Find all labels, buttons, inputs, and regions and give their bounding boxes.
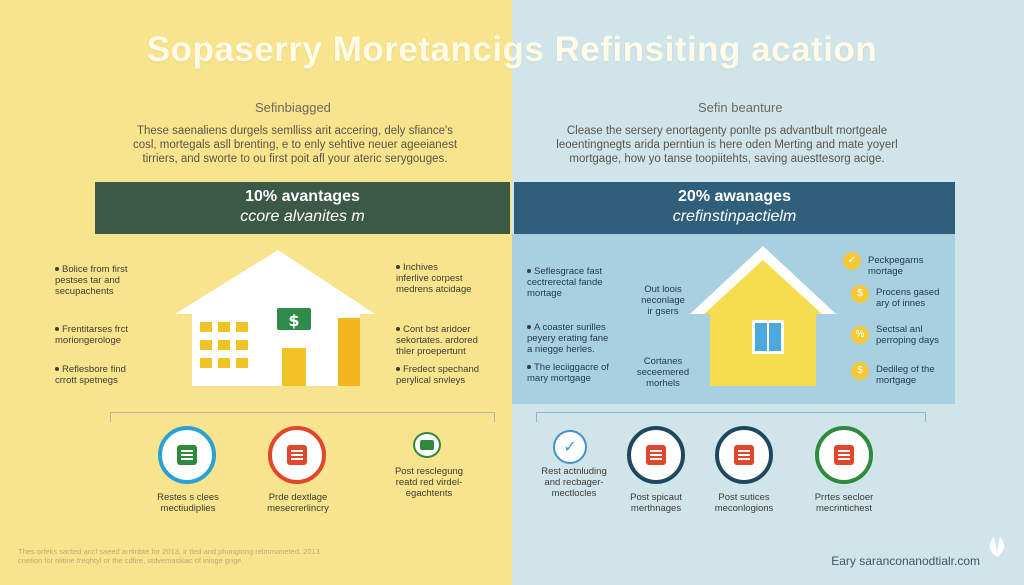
left-banner: 10% avantages ccore alvanites m xyxy=(95,182,510,234)
check-icon: ✓ xyxy=(843,252,861,270)
left-bracket xyxy=(110,412,495,422)
leaf-logo-icon xyxy=(989,537,1005,557)
left-intro: These saenaliens durgels semlliss arit a… xyxy=(132,125,458,165)
right-note-mid-1: Out loois neconlage ir gsers xyxy=(641,284,685,317)
right-house-roof xyxy=(704,260,822,314)
left-note-6: Fredect spechand perylical snvleys xyxy=(396,364,480,386)
right-note-4: Peckpegarns mortage xyxy=(868,255,924,277)
right-subhead: Sefin beanture xyxy=(698,100,783,115)
right-note-7: Dedileg of the mortgage xyxy=(876,364,935,386)
document-icon xyxy=(646,445,666,465)
right-house-window xyxy=(755,323,767,351)
left-subhead: Sefinbiagged xyxy=(255,100,331,115)
right-feature-circle-2 xyxy=(627,426,685,484)
left-house-illustration: $ xyxy=(175,250,375,386)
left-note-3: Reflesbore find crrott spetnegs xyxy=(55,364,126,386)
right-house-illustration xyxy=(690,246,836,386)
right-caption-4: Prrtes secloer mecrintichest xyxy=(814,492,874,514)
right-caption-2: Post spicaut merthnages xyxy=(630,492,682,514)
left-note-4: Inchives inferlive corpest medrens atcida… xyxy=(396,262,472,295)
left-banner-heading: 10% avantages xyxy=(245,188,360,205)
document-icon xyxy=(287,445,307,465)
right-note-2: A coaster surilles peyery erating fane a … xyxy=(527,322,609,355)
coin-icon: $ xyxy=(851,285,869,303)
right-banner: 20% awanages crefinstinpactielm xyxy=(514,182,955,234)
right-note-mid-2: Cortanes seceemered morhels xyxy=(636,356,690,389)
right-feature-circle-3 xyxy=(715,426,773,484)
left-banner-subheading: ccore alvanites m xyxy=(240,208,365,225)
left-house-body xyxy=(192,310,360,386)
right-note-6: Sectsal anl perroping days xyxy=(876,324,939,346)
page-title: Sopaserry Moretancigs Refinsiting acatio… xyxy=(146,30,878,69)
left-house-money-sign xyxy=(277,308,311,330)
right-banner-subheading: crefinstinpactielm xyxy=(672,208,797,225)
left-feature-circle-3 xyxy=(413,432,441,458)
right-caption-1: Rest actnluding and recbager-mectlocles xyxy=(541,466,607,499)
left-house-roof xyxy=(175,250,375,314)
right-bracket xyxy=(536,412,926,422)
svg-text:$: $ xyxy=(288,311,299,330)
left-caption-1: Restes s clees mectiudiplies xyxy=(157,492,219,514)
money-bill-icon xyxy=(420,440,434,450)
left-house-windows xyxy=(200,322,248,368)
left-caption-2: Prde dextlage mesecrerlincry xyxy=(267,492,329,514)
money-icon: $ xyxy=(851,362,869,380)
right-banner-heading: 20% awanages xyxy=(678,188,791,205)
footer-website[interactable]: Eary saranconanodtialr.com xyxy=(831,554,980,568)
right-note-1: Seflesgrace fast cectrerectal fande morta… xyxy=(527,266,603,299)
left-feature-circle-2 xyxy=(268,426,326,484)
left-caption-3: Post resclegung reatd red virdel-egachten… xyxy=(394,466,464,499)
left-house-door xyxy=(282,348,306,386)
right-intro: Clease the sersery enortagenty ponlte ps… xyxy=(556,125,898,165)
right-caption-3: Post sutices meconlogions xyxy=(714,492,774,514)
tag-icon: % xyxy=(851,326,869,344)
left-note-5: Cont bst aridoer sekortates. ardored thle… xyxy=(396,324,478,357)
right-note-5: Procens gased ary of innes xyxy=(876,287,940,309)
footer-disclaimer: Thes orfeks sacted ancl saeed arrtiribte… xyxy=(18,547,320,565)
document-icon xyxy=(734,445,754,465)
document-icon xyxy=(177,445,197,465)
checkmark-icon: ✓ xyxy=(553,430,587,464)
left-feature-circle-1 xyxy=(158,426,216,484)
left-note-1: Bolice from first pestses tar and secupac… xyxy=(55,264,128,297)
left-note-2: Frentitarses frct moriongerologe xyxy=(55,324,128,346)
right-note-3: The leciiggacre of mary mortgage xyxy=(527,362,609,384)
document-icon xyxy=(834,445,854,465)
right-feature-circle-4 xyxy=(815,426,873,484)
